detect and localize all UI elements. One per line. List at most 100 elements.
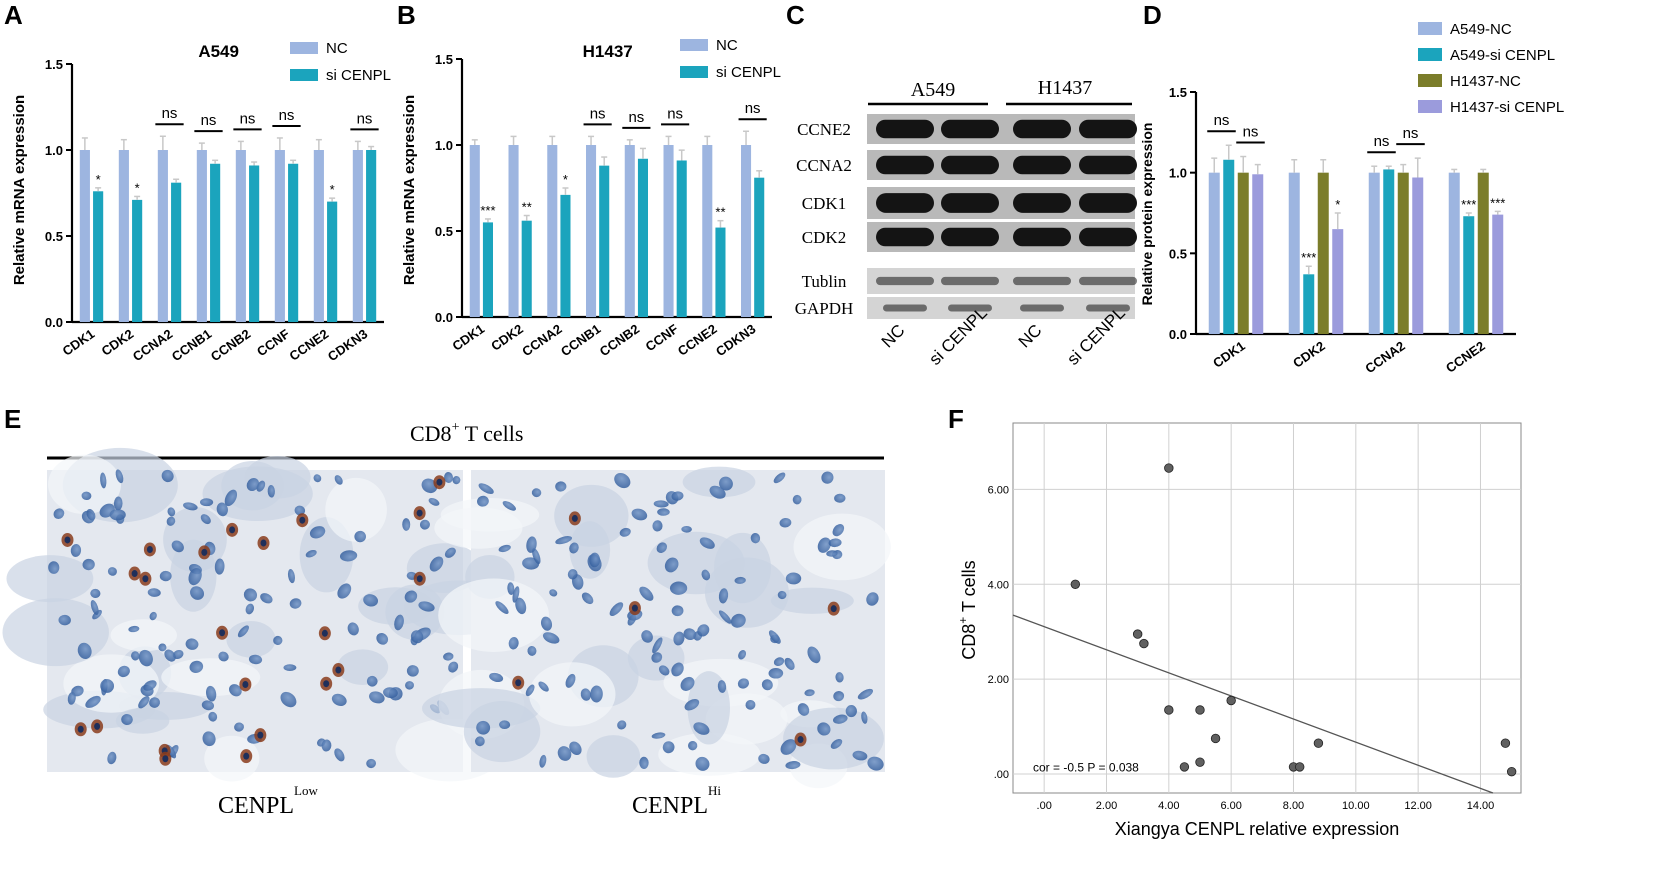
bar: [171, 182, 182, 322]
y-axis-label: CD8+ T cells: [956, 560, 979, 659]
stroma-patch: [226, 621, 276, 658]
blot-band: [948, 304, 992, 312]
blot-band: [1079, 193, 1137, 213]
nucleus: [830, 738, 843, 749]
blot-band: [1013, 119, 1071, 139]
significance-label: **: [522, 200, 532, 215]
x-tick-label: CCNB2: [597, 321, 642, 359]
nucleus: [508, 637, 519, 650]
bar: [560, 194, 571, 317]
plot-area: [1012, 422, 1522, 794]
nucleus: [260, 593, 273, 604]
nucleus: [410, 630, 424, 644]
bar: [741, 145, 752, 317]
nucleus: [657, 508, 670, 516]
cd8-nucleus: [335, 666, 342, 674]
nucleus: [183, 502, 198, 511]
stroma-patch: [48, 454, 122, 515]
nucleus: [641, 630, 653, 643]
blot-band: [1079, 227, 1137, 247]
x-tick-label: CCNF: [254, 326, 292, 359]
x-tick-label: CCNF: [643, 321, 681, 354]
ihc-image-cenpl-hi: [421, 466, 891, 789]
panel-letter-b: B: [397, 0, 416, 30]
panel-letter-c: C: [786, 0, 805, 30]
nucleus: [639, 756, 649, 769]
bar: [274, 150, 285, 322]
nucleus: [214, 558, 225, 575]
nucleus: [428, 498, 440, 506]
stroma-patch: [163, 506, 227, 573]
nucleus: [369, 691, 385, 704]
blot-band: [1013, 155, 1071, 175]
significance-label: ns: [1243, 124, 1259, 141]
stroma-patch: [463, 701, 541, 763]
cd8-nucleus: [260, 539, 267, 547]
bar: [1332, 229, 1344, 334]
bar: [637, 158, 648, 317]
nucleus: [448, 661, 459, 673]
y-axis-label: Relative protein expression: [1140, 123, 1155, 306]
nucleus: [699, 537, 715, 549]
nucleus: [531, 488, 542, 498]
cd8-nucleus: [830, 605, 837, 613]
nucleus: [273, 635, 283, 646]
lane-label: NC: [878, 321, 909, 352]
bar: [1288, 172, 1300, 334]
cd8-nucleus: [416, 509, 423, 517]
blot-band: [883, 304, 927, 312]
nucleus: [761, 679, 773, 691]
blot-band: [876, 119, 934, 139]
bar: [118, 150, 129, 322]
blot-strip: [867, 297, 1135, 319]
chart-a-mrna-a549: Relative mRNA expression A549 0.0 0.5 1.0 1.5…: [11, 40, 391, 364]
nucleus: [695, 756, 710, 771]
nucleus: [669, 581, 688, 595]
x-tick-label: 2.00: [1096, 800, 1117, 812]
nucleus: [90, 600, 99, 615]
nucleus: [188, 567, 202, 586]
nucleus: [515, 597, 527, 615]
nucleus: [444, 471, 454, 484]
blot-band: [1020, 304, 1064, 312]
bar: [1463, 216, 1475, 334]
chart-title: A549: [198, 42, 239, 61]
stroma-patch: [440, 498, 540, 532]
cd8-nucleus: [162, 755, 169, 763]
legend-label: H1437-si CENPL: [1450, 99, 1564, 116]
bar: [1252, 174, 1264, 334]
nucleus: [834, 493, 846, 503]
legend-swatch: [680, 66, 708, 78]
x-tick-label: 8.00: [1283, 800, 1304, 812]
nucleus: [234, 722, 244, 732]
ihc-image-cenpl-low: [2, 447, 514, 782]
y-tick-label: 1.5: [1169, 85, 1187, 100]
cd8-nucleus: [631, 604, 638, 612]
nucleus: [567, 569, 578, 580]
legend-swatch: [1418, 74, 1442, 87]
x-tick-label: CDKN3: [325, 326, 370, 364]
nucleus: [489, 672, 504, 682]
nucleus: [828, 538, 842, 548]
data-point: [1313, 738, 1324, 748]
nucleus: [565, 673, 576, 688]
legend-swatch: [290, 42, 318, 54]
cd8-nucleus: [64, 536, 71, 544]
nucleus: [833, 691, 845, 702]
nucleus: [662, 741, 675, 754]
nucleus: [797, 703, 810, 716]
legend-swatch: [1418, 22, 1442, 35]
nucleus: [738, 650, 747, 660]
nucleus: [199, 498, 214, 507]
nucleus: [651, 652, 663, 663]
x-tick-label: CCNA2: [130, 326, 175, 364]
nucleus: [609, 602, 624, 617]
stroma-patch: [115, 707, 170, 734]
blot-band: [941, 193, 999, 213]
blot-band: [876, 276, 934, 286]
nucleus: [81, 491, 92, 501]
nucleus: [339, 550, 358, 562]
stroma-patch: [714, 532, 772, 604]
bar: [586, 145, 597, 317]
nucleus: [671, 491, 684, 501]
